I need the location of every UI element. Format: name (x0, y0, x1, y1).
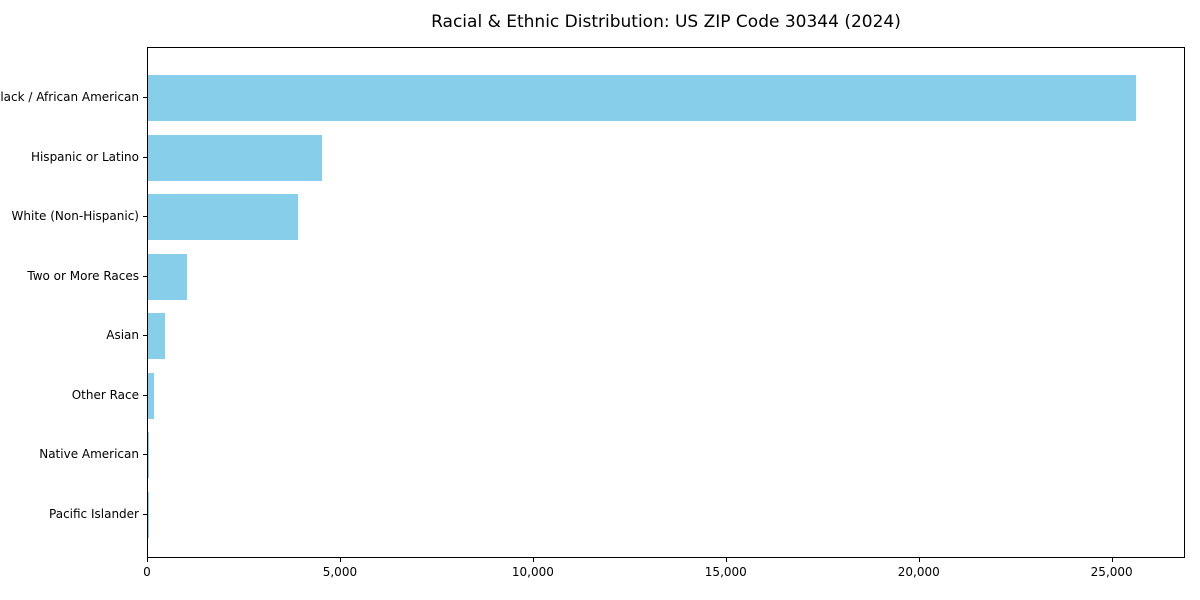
bar-black-african-american (148, 75, 1137, 121)
y-axis-label-two-or-more-races: Two or More Races (27, 268, 139, 283)
y-axis-label-pacific-islander: Pacific Islander (49, 506, 139, 521)
y-axis-tick (143, 335, 147, 337)
x-axis-tick (532, 558, 534, 562)
bar-hispanic-or-latino (148, 134, 323, 181)
x-axis-tick (1111, 558, 1113, 562)
x-axis-tick (918, 558, 920, 562)
x-axis-tick (725, 558, 727, 562)
x-axis-tick-label: 5,000 (322, 565, 358, 579)
x-axis-tick-label: 10,000 (511, 565, 554, 579)
chart-title: Racial & Ethnic Distribution: US ZIP Cod… (431, 12, 901, 32)
y-axis-label-black-african-american: Black / African American (0, 90, 139, 104)
x-axis-tick-label: 20,000 (897, 565, 940, 579)
bar-white-non-hispanic (148, 194, 299, 241)
y-axis-label-hispanic-or-latino: Hispanic or Latino (30, 149, 139, 164)
y-axis-tick (143, 513, 147, 515)
y-axis-tick (143, 216, 147, 218)
y-axis-label-white-non-hispanic: White (Non-Hispanic) (11, 209, 139, 224)
bar-two-or-more-races (148, 253, 187, 300)
bar-other-race (148, 372, 155, 419)
y-axis-tick (143, 454, 147, 456)
x-axis-tick-label: 15,000 (704, 565, 747, 579)
y-axis-tick (143, 156, 147, 158)
x-axis-tick (339, 558, 341, 562)
bar-asian (148, 313, 166, 360)
y-axis-tick (143, 394, 147, 396)
x-axis-tick-label: 25,000 (1090, 565, 1133, 579)
x-axis-tick (147, 558, 148, 562)
y-axis-label-other-race: Other Race (71, 387, 139, 402)
x-axis-tick-label: 0 (143, 565, 151, 579)
plot-area (147, 47, 1185, 558)
bar-native-american (148, 432, 149, 479)
y-axis-tick (143, 275, 147, 277)
y-axis-label-asian: Asian (106, 328, 139, 343)
y-axis-tick (143, 97, 147, 98)
y-axis-label-native-american: Native American (39, 447, 139, 462)
